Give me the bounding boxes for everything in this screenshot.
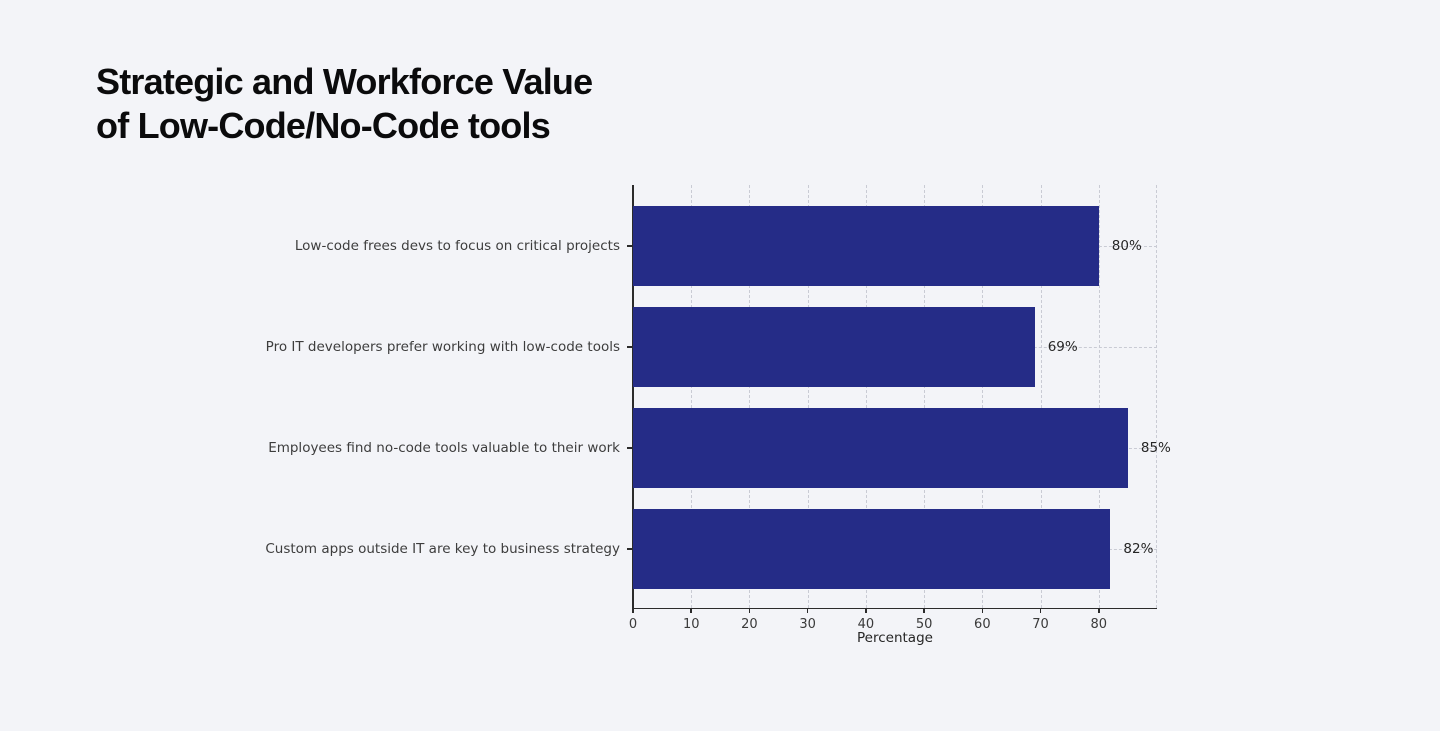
gridline-vertical bbox=[691, 185, 693, 608]
gridline-vertical bbox=[749, 185, 751, 608]
y-tick-mark bbox=[627, 245, 632, 247]
x-tick-mark bbox=[923, 608, 925, 613]
x-tick-label: 60 bbox=[974, 617, 991, 632]
x-tick-label: 80 bbox=[1090, 617, 1108, 632]
x-tick-mark bbox=[865, 608, 867, 613]
category-label: Low-code frees devs to focus on critical… bbox=[294, 238, 620, 254]
gridline-vertical-edge bbox=[1156, 185, 1157, 608]
gridline-vertical bbox=[807, 185, 809, 608]
category-label: Employees find no-code tools valuable to… bbox=[268, 440, 620, 456]
x-axis-title: Percentage bbox=[857, 630, 933, 646]
x-tick-mark bbox=[1098, 608, 1100, 613]
x-tick-label: 50 bbox=[915, 617, 933, 632]
gridline-vertical bbox=[1098, 185, 1100, 608]
gridline-vertical bbox=[1040, 185, 1042, 608]
x-tick-mark bbox=[981, 608, 984, 613]
x-tick-mark bbox=[632, 608, 634, 613]
gridline-vertical bbox=[982, 185, 984, 608]
x-tick-mark bbox=[748, 608, 751, 613]
y-tick-mark bbox=[627, 447, 632, 449]
bar bbox=[633, 206, 1099, 286]
bar-value-label: 69% bbox=[1047, 339, 1078, 355]
y-tick-mark bbox=[627, 548, 632, 550]
y-axis-spine bbox=[632, 185, 634, 608]
bar-value-label: 80% bbox=[1111, 238, 1142, 254]
y-tick-mark bbox=[627, 346, 632, 348]
x-tick-label: 40 bbox=[857, 617, 875, 632]
x-tick-mark bbox=[806, 608, 809, 613]
x-tick-label: 70 bbox=[1032, 617, 1049, 632]
gridline-vertical bbox=[924, 185, 926, 608]
bar bbox=[633, 408, 1128, 488]
x-tick-label: 10 bbox=[682, 617, 700, 632]
chart-title-line-2: of Low-Code/No-Code tools bbox=[96, 105, 551, 146]
gridline-vertical bbox=[865, 185, 867, 608]
x-tick-mark bbox=[690, 608, 692, 613]
x-tick-label: 20 bbox=[741, 617, 758, 632]
bar-value-label: 85% bbox=[1140, 440, 1171, 456]
chart-title-line-1: Strategic and Workforce Value bbox=[96, 61, 593, 102]
x-axis-spine bbox=[632, 607, 1157, 609]
bar bbox=[633, 307, 1035, 387]
category-label: Pro IT developers prefer working with lo… bbox=[265, 339, 620, 355]
chart-title: Strategic and Workforce Value of Low-Cod… bbox=[96, 60, 593, 148]
x-tick-label: 0 bbox=[628, 617, 638, 632]
bar-value-label: 82% bbox=[1123, 541, 1154, 557]
bar bbox=[633, 509, 1111, 589]
x-tick-label: 30 bbox=[799, 617, 816, 632]
category-label: Custom apps outside IT are key to busine… bbox=[265, 541, 620, 557]
plot-area: 0 10 20 30 40 50 60 70 80 80% 69% 85% 82% bbox=[627, 185, 1171, 632]
x-tick-mark bbox=[1039, 608, 1042, 613]
